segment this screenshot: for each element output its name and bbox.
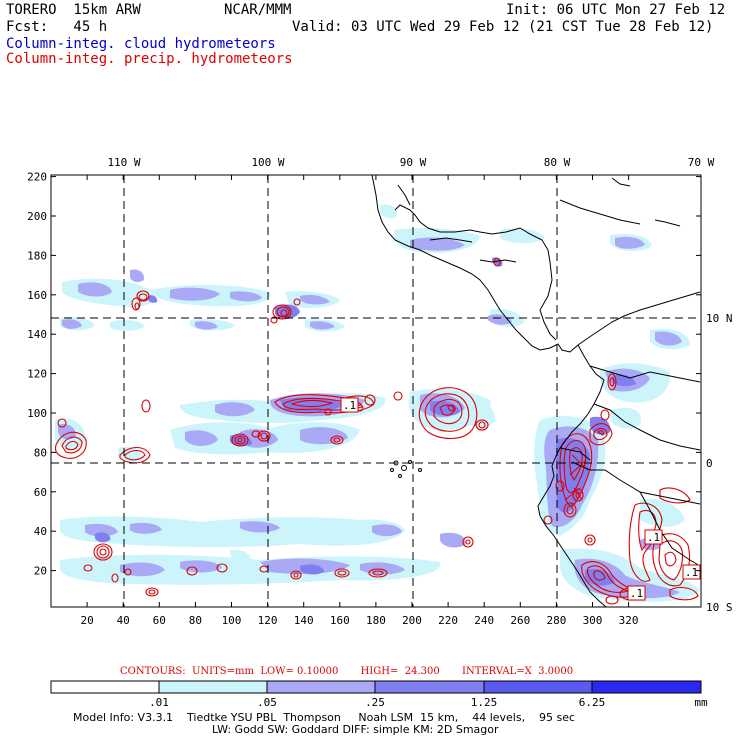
colorbar-swatch — [483, 680, 593, 694]
x-tick-label: 60 — [153, 614, 166, 627]
lon-label: 100 W — [251, 156, 284, 169]
colorbar-swatch — [591, 680, 702, 694]
contour-label: .1 — [647, 531, 660, 544]
center-name: NCAR/MMM — [224, 2, 292, 18]
colorbar-swatch — [50, 680, 160, 694]
contour-label: .1 — [343, 399, 356, 412]
y-tick-label: 220 — [27, 171, 47, 184]
x-tick-label: 160 — [330, 614, 350, 627]
x-tick-label: 240 — [474, 614, 494, 627]
x-tick-label: 80 — [189, 614, 202, 627]
run-name: TORERO 15km ARW — [6, 2, 141, 18]
x-tick-label: 320 — [619, 614, 639, 627]
coastlines — [371, 175, 701, 607]
model-info-line2: LW: Godd SW: Goddard DIFF: simple KM: 2D… — [212, 723, 499, 736]
y-tick-label: 200 — [27, 210, 47, 223]
x-tick-label: 180 — [366, 614, 386, 627]
y-tick-label: 100 — [27, 407, 47, 420]
x-tick-label: 300 — [583, 614, 603, 627]
x-tick-label: 40 — [117, 614, 130, 627]
x-tick-label: 200 — [402, 614, 422, 627]
lat-lon-grid — [51, 175, 701, 607]
colorbar-label: 1.25 — [471, 696, 498, 709]
y-tick-label: 40 — [34, 525, 47, 538]
precip-contours — [54, 257, 699, 605]
colorbar-label: .25 — [365, 696, 385, 709]
y-tick-label: 20 — [34, 565, 47, 578]
colorbar-swatch — [374, 680, 485, 694]
colorbar-units: mm — [694, 696, 708, 709]
colorbar-swatch — [158, 680, 268, 694]
y-tick-label: 60 — [34, 486, 47, 499]
field2-title: Column-integ. precip. hydrometeors — [6, 51, 293, 67]
y-tick-label: 80 — [34, 446, 47, 459]
contour-label: .1 — [630, 587, 643, 600]
model-info-line1: Model Info: V3.3.1 Tiedtke YSU PBL Thomp… — [73, 711, 576, 724]
contour-label-boxes: .1 .1 .1 .1 — [340, 397, 701, 601]
colorbar-label: 6.25 — [579, 696, 606, 709]
y-tick-label: 160 — [27, 289, 47, 302]
x-tick-label: 280 — [546, 614, 566, 627]
x-ticks: 20 40 60 80 100 120 140 160 180 200 220 240 260 280 30… — [80, 175, 639, 627]
contour-label: .1 — [685, 566, 698, 579]
cloud-shade-light — [55, 204, 700, 602]
x-tick-label: 20 — [80, 614, 93, 627]
colorbar-label: .05 — [257, 696, 277, 709]
y-tick-label: 180 — [27, 249, 47, 262]
y-tick-label: 140 — [27, 328, 47, 341]
x-tick-label: 120 — [258, 614, 278, 627]
valid-time: Valid: 03 UTC Wed 29 Feb 12 (21 CST Tue … — [292, 19, 714, 35]
lon-label: 70 W — [688, 156, 715, 169]
longitude-labels: 110 W 100 W 90 W 80 W 70 W — [107, 156, 714, 169]
field1-title: Column-integ. cloud hydrometeors — [6, 36, 276, 52]
lat-label: 0 — [706, 457, 713, 470]
colorbar-label: .01 — [149, 696, 169, 709]
precip-cross-marks — [564, 454, 589, 501]
x-tick-label: 220 — [438, 614, 458, 627]
colorbar-swatch — [266, 680, 376, 694]
lon-label: 80 W — [544, 156, 571, 169]
lon-label: 90 W — [400, 156, 427, 169]
latitude-labels: 10 N 0 10 S — [706, 312, 733, 614]
lat-label: 10 N — [706, 312, 733, 325]
colorbar: .01 .05 .25 1.25 6.25 mm — [50, 680, 708, 709]
map-area — [51, 175, 701, 607]
forecast-hour: Fcst: 45 h — [6, 19, 108, 35]
lat-label: 10 S — [706, 601, 733, 614]
contour-info: CONTOURS: UNITS=mm LOW= 0.10000 HIGH= 24… — [120, 666, 574, 677]
x-tick-label: 100 — [222, 614, 242, 627]
y-tick-label: 120 — [27, 368, 47, 381]
lon-label: 110 W — [107, 156, 140, 169]
y-ticks: 20 40 60 80 100 120 140 160 180 200 220 — [27, 171, 701, 578]
x-tick-label: 140 — [294, 614, 314, 627]
init-time: Init: 06 UTC Mon 27 Feb 12 — [506, 2, 726, 18]
x-tick-label: 260 — [510, 614, 530, 627]
